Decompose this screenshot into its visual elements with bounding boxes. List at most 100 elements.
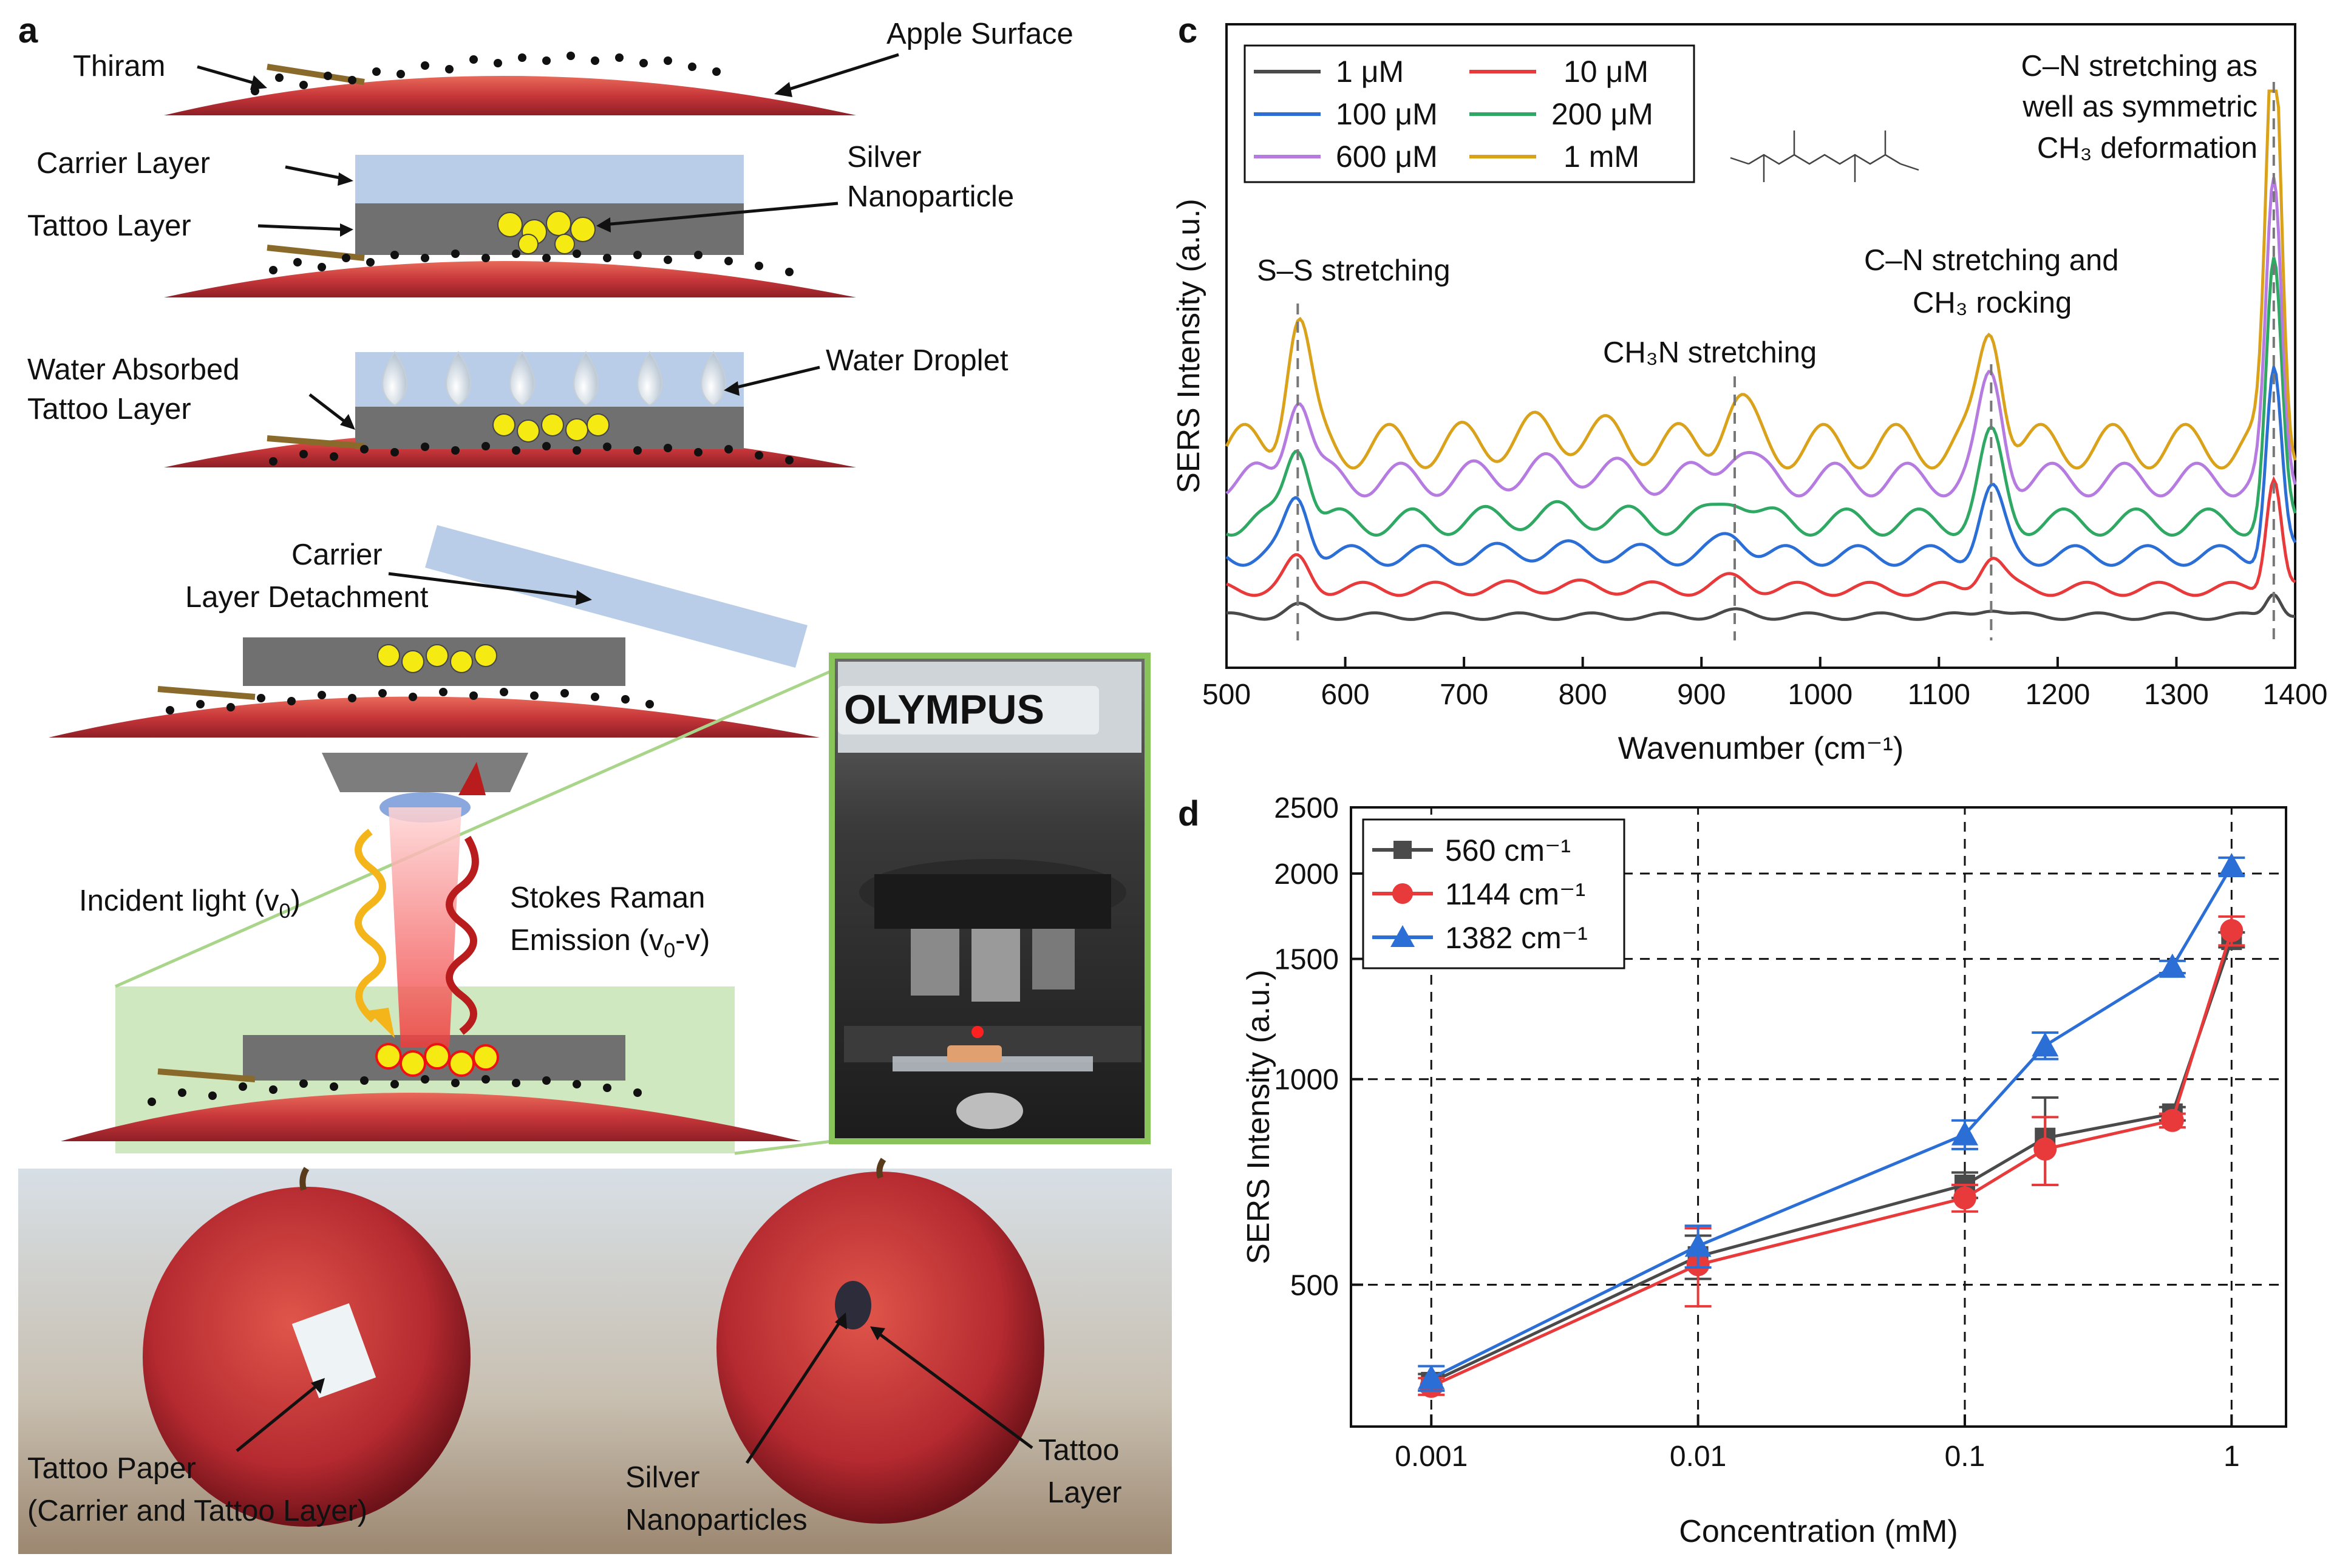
thiram-stick-3 [267, 435, 365, 449]
label-thiram: Thiram [73, 50, 165, 83]
detached-carrier [425, 525, 808, 668]
arrowhead-tattoo-layer-b [870, 1326, 885, 1340]
label-apple-surface: Apple Surface [886, 18, 1073, 50]
point-1-4 [2160, 1108, 2184, 1132]
arrow-water-absorbed [308, 393, 350, 426]
series-line-2 [1431, 865, 2233, 1380]
arrowhead-tattoo [340, 223, 353, 237]
thiram-dots-5 [148, 1075, 642, 1106]
spectrum-2 [1226, 476, 2296, 597]
stem-right [876, 1158, 886, 1179]
d-xtick-label-0.1: 0.1 [1945, 1441, 1985, 1473]
label-silver-nps-1: Silver [625, 1461, 700, 1494]
chart-d-legend: 560 cm⁻¹ 1144 cm⁻¹ 1382 cm⁻¹ [1362, 818, 1625, 969]
c-xtick-label-900: 900 [1677, 679, 1726, 711]
thiram-dots-1 [251, 52, 721, 95]
chart-d-ylabel: SERS Intensity (a.u.) [1241, 969, 1276, 1264]
label-carrier-1: Carrier [291, 538, 383, 571]
c-xtick-label-1200: 1200 [2025, 679, 2090, 711]
laser-beam [389, 807, 461, 1047]
label-carrier-2: Layer Detachment [185, 581, 429, 614]
c-xtick-label-600: 600 [1321, 679, 1370, 711]
legend-c-label-5: 600 μM [1336, 140, 1438, 174]
point-1-5 [2220, 919, 2244, 943]
silver-nps-2 [497, 211, 596, 254]
panel-b: b Tattoo Paper (Carrier and Tattoo Layer… [18, 1158, 1172, 1554]
carrier-layer-3 [355, 352, 744, 407]
label-incident-light: Incident light (v0) [79, 884, 301, 923]
thiram-dots-2 [269, 249, 794, 276]
label-tattoo-paper-2: (Carrier and Tattoo Layer) [27, 1495, 367, 1527]
arrow-tattoo [257, 224, 347, 231]
label-olympus: OLYMPUS [844, 687, 1044, 733]
thiram-stick-4 [157, 686, 256, 700]
stem-left [299, 1167, 310, 1191]
condenser [956, 1093, 1023, 1129]
d-ytick-label-2500: 2500 [1274, 792, 1339, 824]
silver-nps-4 [377, 644, 497, 673]
carrier-layer-rect [355, 155, 744, 203]
objective-lens [322, 753, 528, 792]
arrow-silver [604, 202, 839, 226]
arrowhead-water-absorbed [340, 414, 355, 430]
arrow-tattoo-layer-b [876, 1331, 1033, 1450]
arrow-silver-nps [745, 1319, 843, 1464]
spectrum-4 [1226, 257, 2297, 537]
anno-cn-sym-2: well as symmetric [2022, 90, 2257, 123]
photo-left: Tattoo Paper (Carrier and Tattoo Layer) [18, 1167, 595, 1554]
c-xtick-label-800: 800 [1559, 679, 1607, 711]
spectrum-3 [1225, 361, 2297, 567]
apple-shape-2 [164, 261, 856, 297]
anno-ss: S–S stretching [1257, 254, 1451, 287]
zoom-line-top [114, 669, 833, 988]
point-2-5 [2218, 852, 2245, 877]
c-xtick-label-1300: 1300 [2144, 679, 2209, 711]
arrowhead-silver [596, 217, 611, 232]
objective-2 [971, 929, 1020, 1002]
d-xtick-label-1: 1 [2223, 1441, 2240, 1473]
legend-c-label-3: 100 μM [1336, 97, 1438, 131]
arrow-carrier [285, 165, 347, 181]
label-silver-np-1: Silver [847, 141, 922, 174]
label-water-absorbed-1: Water Absorbed [27, 353, 240, 386]
anno-ch3n: CH₃N stretching [1603, 336, 1817, 369]
arrowhead-detach [576, 590, 592, 605]
chart-c-legend: 1 μM 10 μM 100 μM 200 μM 600 μM 1 mM [1244, 44, 1695, 183]
panel-label-a: a [18, 11, 38, 50]
microscope-photo: OLYMPUS [829, 653, 1151, 1144]
stokes-arrowhead [458, 762, 486, 795]
point-2-3 [2032, 1032, 2059, 1057]
label-tattoo-layer-b-1: Tattoo [1038, 1434, 1119, 1467]
laser-spot [971, 1026, 984, 1038]
point-2-0 [1418, 1365, 1445, 1390]
c-xtick-label-500: 500 [1202, 679, 1251, 711]
step4-detach: Carrier Layer Detachment [49, 525, 820, 738]
silver-nps-5 [375, 1043, 499, 1077]
point-2-2 [1951, 1121, 1978, 1145]
d-ytick-label-500: 500 [1290, 1269, 1339, 1302]
point-1-3 [2033, 1137, 2057, 1161]
chart-d-frame [1350, 806, 2287, 1428]
c-xtick-label-1100: 1100 [1908, 679, 1970, 711]
thiram-dots-4 [166, 688, 654, 714]
panel-a: a Thiram Apple Surface [18, 11, 1151, 1155]
label-carrier-layer: Carrier Layer [36, 147, 210, 180]
arrowhead-water-droplet [724, 381, 740, 396]
legend-d-marker-3 [1390, 925, 1415, 947]
point-2-1 [1684, 1232, 1712, 1257]
spectrum-1 [1226, 592, 2296, 621]
step5-raman: Incident light (v0) Stokes Raman Emissio… [61, 669, 833, 1155]
objective-3 [1032, 929, 1075, 989]
chart-d-series [1418, 852, 2245, 1398]
arrowhead-tattoo-paper [311, 1378, 325, 1394]
tattoo-paper-patch [291, 1303, 376, 1399]
chart-c-peak-lines [1296, 82, 2275, 640]
water-droplets [382, 351, 726, 407]
point-2-4 [2159, 953, 2186, 978]
arrow-tattoo-paper [236, 1383, 320, 1452]
legend-c-label-2: 10 μM [1563, 55, 1648, 89]
label-tattoo-layer: Tattoo Layer [27, 209, 191, 242]
